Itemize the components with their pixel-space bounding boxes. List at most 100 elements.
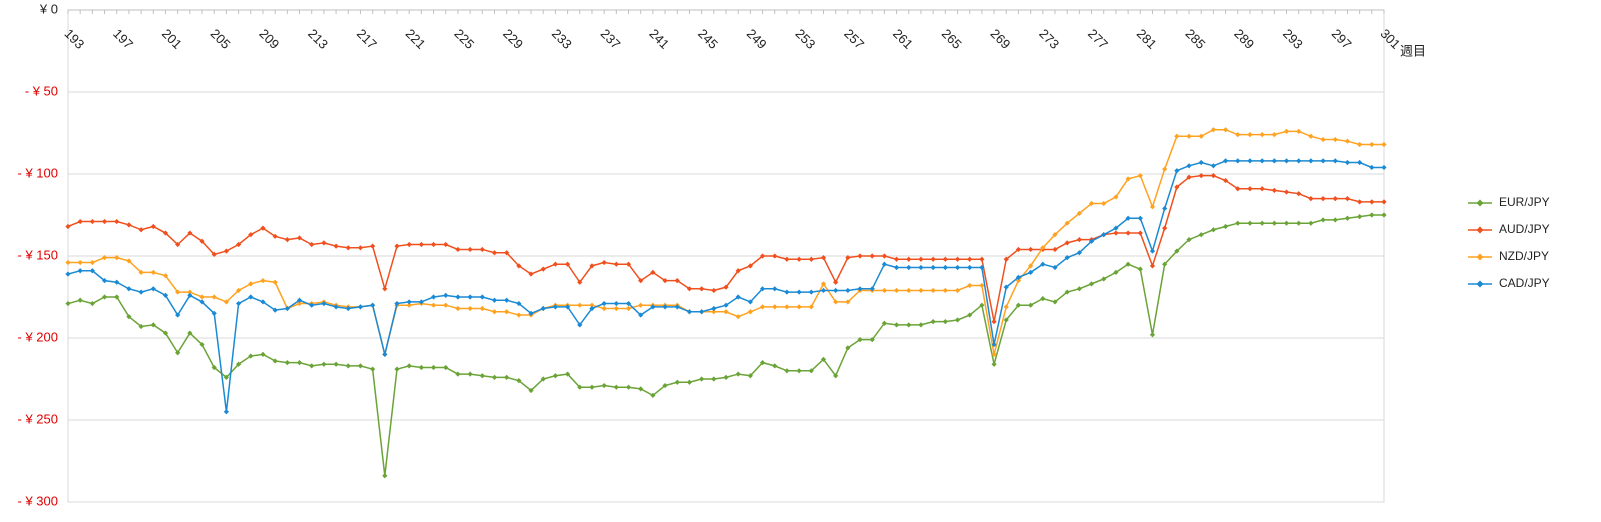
data-point xyxy=(1113,230,1119,236)
data-point xyxy=(1028,246,1034,253)
data-point xyxy=(589,263,595,269)
data-point xyxy=(1259,132,1265,138)
data-point xyxy=(967,312,973,318)
data-point xyxy=(321,300,327,307)
data-point xyxy=(175,350,181,356)
data-point xyxy=(1076,286,1082,292)
data-point xyxy=(211,310,217,316)
data-point xyxy=(1101,232,1107,238)
data-point xyxy=(1137,173,1143,179)
data-point xyxy=(430,241,437,248)
data-point xyxy=(272,233,278,239)
data-point xyxy=(1222,177,1229,184)
data-point xyxy=(1271,158,1277,164)
data-point xyxy=(625,305,632,312)
data-point xyxy=(1247,186,1253,192)
data-point xyxy=(942,319,948,325)
data-point xyxy=(211,364,217,371)
data-point xyxy=(906,287,912,294)
data-point xyxy=(820,255,827,261)
data-point xyxy=(430,294,437,300)
data-point xyxy=(869,253,875,259)
data-point xyxy=(869,286,875,292)
data-point xyxy=(187,289,193,295)
data-point xyxy=(394,243,400,249)
data-point xyxy=(126,314,132,320)
data-point xyxy=(552,261,559,267)
data-point xyxy=(613,261,619,267)
data-point xyxy=(1174,184,1180,190)
data-point xyxy=(1028,263,1034,269)
data-point xyxy=(504,309,510,315)
data-point xyxy=(869,337,875,343)
data-point xyxy=(772,286,778,292)
series-line xyxy=(67,174,1384,322)
data-point xyxy=(796,289,802,295)
data-point xyxy=(699,286,705,292)
data-point xyxy=(418,364,424,371)
data-point xyxy=(893,322,900,328)
data-point xyxy=(845,345,851,351)
data-point xyxy=(918,256,924,262)
y-tick-label: - ¥ 250 xyxy=(18,411,58,426)
data-point xyxy=(808,289,814,295)
data-point xyxy=(1040,245,1046,251)
x-tick-label: 265 xyxy=(939,26,965,52)
data-point xyxy=(479,294,485,300)
data-point xyxy=(808,368,814,374)
data-point xyxy=(650,392,656,398)
data-point xyxy=(881,261,888,267)
data-point xyxy=(1332,196,1338,202)
data-point xyxy=(1125,215,1131,221)
data-point xyxy=(918,322,924,328)
data-point xyxy=(1064,255,1070,261)
data-point xyxy=(601,259,607,266)
data-point xyxy=(211,251,217,257)
data-point xyxy=(564,261,571,267)
data-point xyxy=(991,361,997,367)
data-point xyxy=(674,304,680,310)
data-point xyxy=(747,299,753,305)
data-point xyxy=(1162,205,1168,212)
data-point xyxy=(540,305,546,312)
data-point xyxy=(796,304,802,310)
data-point xyxy=(1308,158,1314,164)
data-point xyxy=(284,360,290,366)
data-point xyxy=(309,241,315,248)
data-point xyxy=(1381,212,1387,218)
data-point xyxy=(686,309,693,315)
data-point xyxy=(1040,296,1046,302)
data-point xyxy=(979,256,985,262)
data-point xyxy=(686,379,693,385)
data-point xyxy=(967,282,973,289)
data-point xyxy=(77,297,83,303)
data-point xyxy=(723,284,729,290)
data-point xyxy=(735,294,741,300)
data-point xyxy=(150,269,156,275)
data-point xyxy=(772,363,778,369)
data-point xyxy=(65,259,71,266)
data-point xyxy=(601,300,607,307)
data-point xyxy=(1088,200,1095,207)
data-point xyxy=(455,371,461,377)
data-point xyxy=(126,258,132,264)
data-point xyxy=(1162,225,1168,231)
data-point xyxy=(735,371,741,377)
data-point xyxy=(516,378,522,384)
data-point xyxy=(1052,246,1058,253)
data-point xyxy=(333,361,339,367)
data-point xyxy=(114,255,120,261)
data-point xyxy=(1101,200,1107,207)
data-point xyxy=(759,286,766,292)
data-point xyxy=(101,218,108,225)
data-point xyxy=(601,382,607,389)
x-tick-label: 297 xyxy=(1329,26,1355,52)
data-point xyxy=(150,322,156,328)
data-point xyxy=(467,246,473,253)
data-point xyxy=(881,253,888,259)
data-point xyxy=(126,222,132,228)
data-point xyxy=(1162,166,1168,172)
data-point xyxy=(845,255,851,261)
data-point xyxy=(272,358,278,364)
data-point xyxy=(1088,281,1095,287)
